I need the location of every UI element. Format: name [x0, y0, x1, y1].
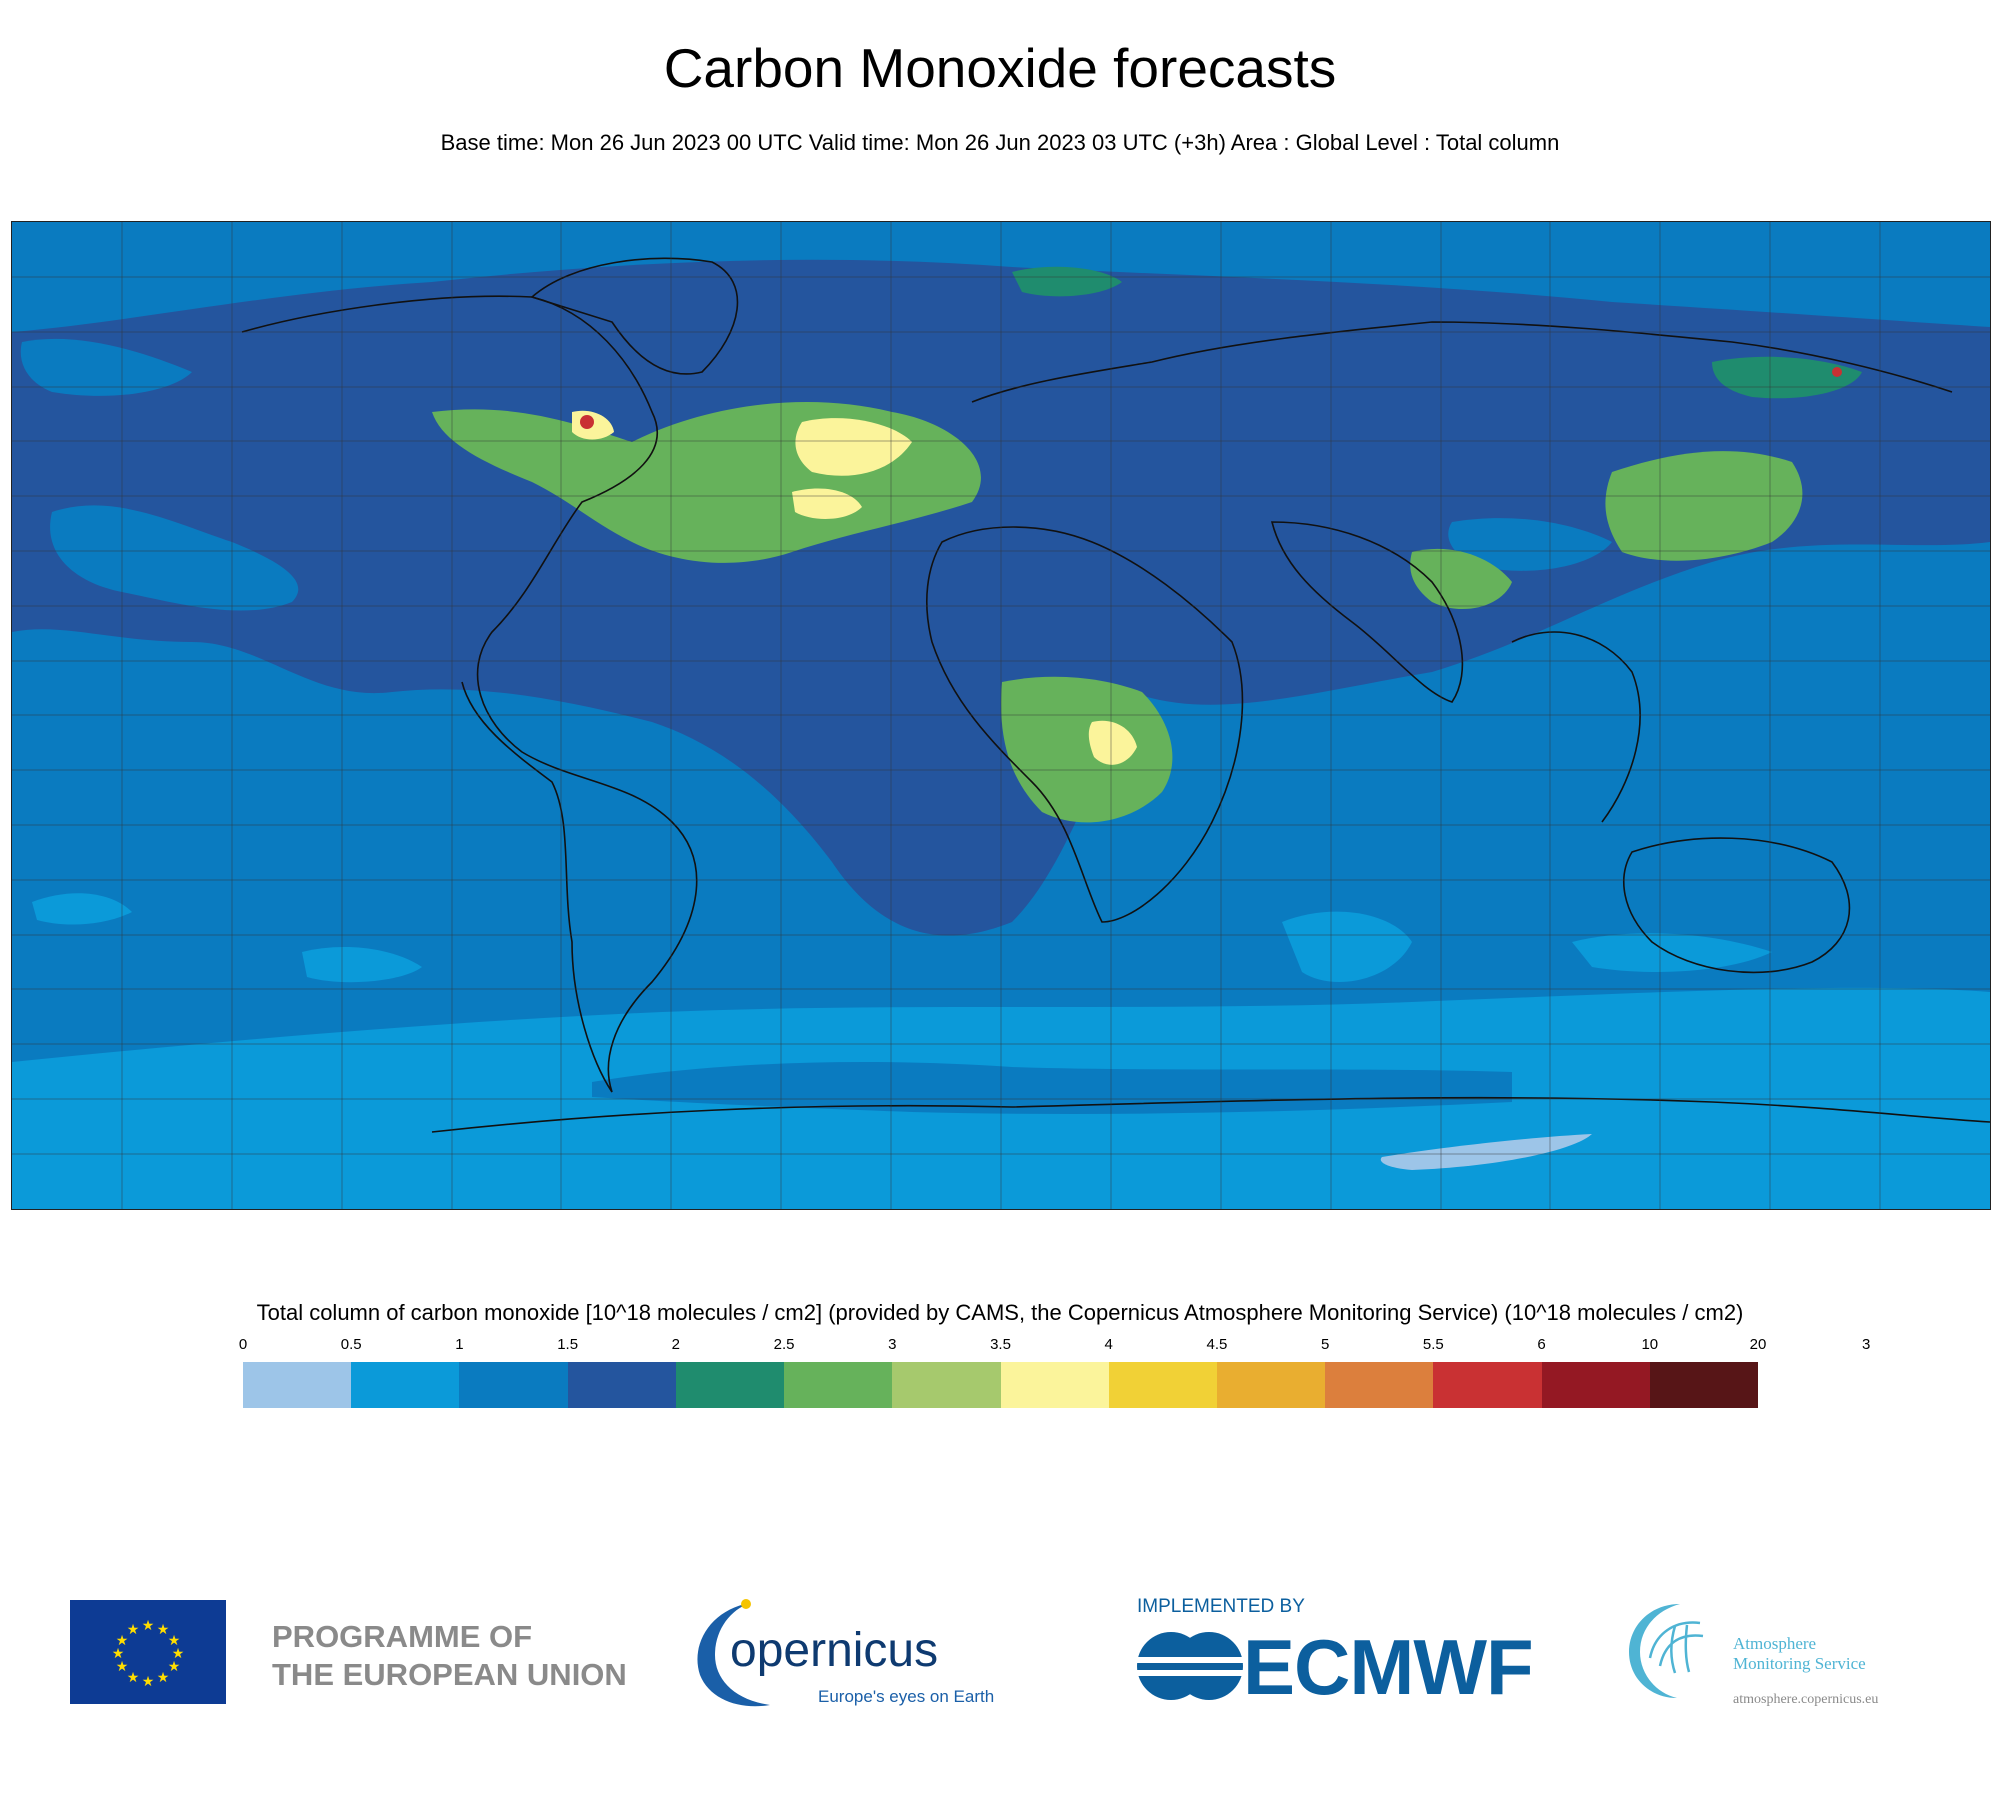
legend-tick-label: 1 [455, 1336, 464, 1353]
eu-text-line1: PROGRAMME OF [272, 1619, 533, 1654]
svg-text:★: ★ [127, 1670, 140, 1686]
co-field-level-3.5-4-africa [1088, 720, 1137, 765]
legend-swatch [675, 1362, 785, 1408]
co-field-level-3.5-4-atlantic2 [792, 488, 862, 519]
co-field-level-0.5-1-patch1 [302, 947, 422, 983]
legend-swatch [351, 1362, 460, 1408]
color-legend: 0 0.5 1 1.5 2 2.5 3 3.5 4 4.5 5 5.5 6 10 20 3 [239, 1336, 1871, 1408]
co-field-level-2-3-india [1410, 548, 1512, 610]
world-map [11, 221, 1991, 1210]
legend-tick-label: 10 [1641, 1336, 1659, 1353]
graticule [12, 222, 1990, 1209]
legend-swatch [784, 1362, 893, 1408]
legend-colorbar [243, 1362, 1759, 1408]
legend-tick-label: 2.5 [773, 1336, 795, 1353]
legend-tick-label: 3 [1862, 1336, 1871, 1353]
legend-swatch [243, 1362, 352, 1408]
svg-text:★: ★ [172, 1646, 185, 1662]
co-field-level-2-3-siberia [1712, 356, 1862, 399]
svg-text:★: ★ [157, 1622, 170, 1638]
legend-tick-label: 4.5 [1206, 1336, 1228, 1353]
forecast-subtitle: Base time: Mon 26 Jun 2023 00 UTC Valid … [440, 130, 1560, 155]
ecmwf-emblem-icon [1135, 1632, 1245, 1700]
legend-swatch [892, 1362, 1001, 1408]
legend-tick-label: 20 [1749, 1336, 1767, 1353]
co-field-level-2-3-greenland [1012, 266, 1122, 297]
legend-title: Total column of carbon monoxide [10^18 m… [256, 1300, 1744, 1325]
co-field-level-1-1.5-asia [1448, 518, 1612, 571]
co-field-level-3.5-4-atlantic [795, 418, 912, 476]
legend-tick-label: 0 [238, 1336, 248, 1353]
svg-text:★: ★ [127, 1622, 140, 1638]
co-field-level-1-1.5-pacific [50, 505, 299, 611]
legend-swatch [1325, 1362, 1434, 1408]
page-title: Carbon Monoxide forecasts [663, 37, 1337, 99]
co-field-level-1-1.5-north [20, 338, 192, 396]
legend-swatch [1649, 1362, 1759, 1408]
co-field-level-0.5-1-patch4 [32, 893, 132, 925]
legend-swatch [567, 1362, 676, 1408]
ecmwf-wordmark: ECMWF [1243, 1623, 1534, 1711]
legend-tick-label: 0.5 [340, 1336, 362, 1353]
map-canvas [12, 222, 1990, 1209]
svg-text:★: ★ [142, 1674, 155, 1690]
legend-tick-label: 1.5 [557, 1336, 579, 1353]
legend-tick-label: 3.5 [990, 1336, 1011, 1353]
eu-flag-logo: ★ ★ ★ ★ ★ ★ ★ ★ ★ ★ ★ ★ [70, 1600, 226, 1704]
svg-text:★: ★ [116, 1633, 129, 1649]
copernicus-swoosh-icon [697, 1599, 770, 1707]
svg-text:★: ★ [168, 1659, 181, 1675]
legend-swatch [1000, 1362, 1109, 1408]
eu-stars-icon: ★ ★★ ★★★ ★★★ ★★★ [112, 1618, 185, 1690]
coastlines [241, 257, 1990, 1133]
copernicus-tagline: Europe's eyes on Earth [818, 1687, 995, 1706]
legend-tick-label: 5 [1320, 1336, 1330, 1353]
eu-programme-text: PROGRAMME OF THE EUROPEAN UNION [272, 1618, 627, 1694]
co-hotspot-siberia [1832, 367, 1842, 377]
cams-service-name: Atmosphere Monitoring Service [1733, 1634, 1866, 1674]
eu-text-line2: THE EUROPEAN UNION [272, 1657, 627, 1692]
svg-text:★: ★ [157, 1670, 170, 1686]
legend-swatch [1216, 1362, 1326, 1408]
co-field-level-2-3-africa [1001, 676, 1173, 823]
co-field-level-0-0.5 [1380, 1134, 1592, 1170]
co-field-level-0.5-1-patch2 [1282, 911, 1412, 982]
svg-text:★: ★ [112, 1646, 125, 1662]
svg-text:★: ★ [168, 1633, 181, 1649]
legend-swatch [459, 1362, 568, 1408]
co-field-level-0.5-1-patch3 [1572, 933, 1772, 972]
svg-text:★: ★ [116, 1659, 129, 1675]
legend-tick-label: 5.5 [1422, 1336, 1444, 1353]
co-field-level-2-3-eastasia [1605, 451, 1803, 561]
legend-swatch [1541, 1362, 1650, 1408]
legend-ticks: 0 0.5 1 1.5 2 2.5 3 3.5 4 4.5 5 5.5 6 10 20 3 [239, 1336, 1871, 1362]
cams-name-line1: Atmosphere [1733, 1634, 1817, 1653]
legend-swatch [1108, 1362, 1217, 1408]
co-field-level-1-1.5-antarctic [592, 1062, 1512, 1114]
cams-logo: Atmosphere Monitoring Service atmosphere… [1625, 1598, 1925, 1710]
globe-icon [1629, 1604, 1704, 1698]
legend-tick-label: 2 [671, 1336, 681, 1353]
svg-text:★: ★ [142, 1618, 155, 1634]
legend-swatch [1433, 1362, 1542, 1408]
legend-tick-label: 4 [1104, 1336, 1113, 1353]
ecmwf-logo: IMPLEMENTED BY ECMWF [1135, 1596, 1565, 1711]
cams-url: atmosphere.copernicus.eu [1733, 1692, 1879, 1707]
co-hotspot-canada [580, 415, 594, 429]
copernicus-wordmark: opernicus [730, 1624, 939, 1677]
copernicus-logo: opernicus Europe's eyes on Earth [690, 1595, 1010, 1715]
implemented-by-label: IMPLEMENTED BY [1137, 1596, 1305, 1617]
legend-tick-label: 3 [888, 1336, 897, 1353]
cams-name-line2: Monitoring Service [1733, 1654, 1866, 1673]
legend-tick-label: 6 [1537, 1336, 1546, 1353]
